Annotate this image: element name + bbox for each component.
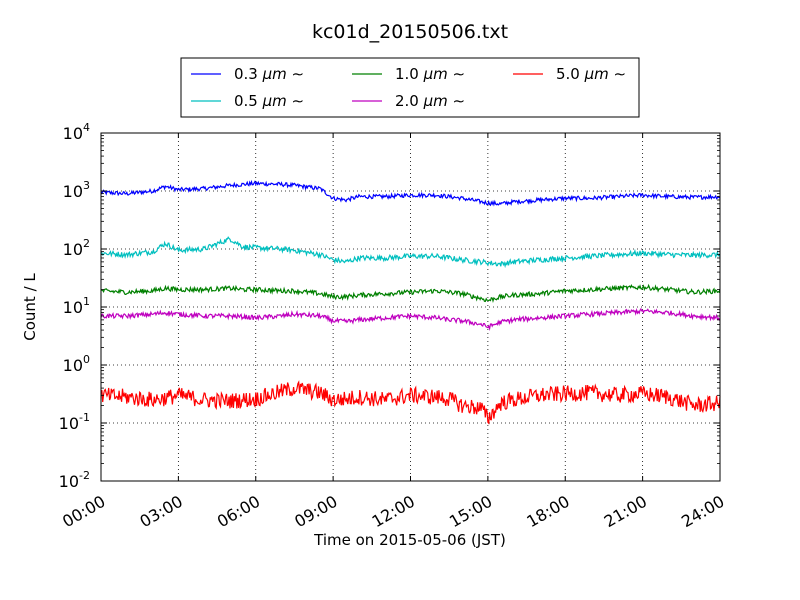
legend-item-5-0um: 5.0 μm ∼	[513, 65, 626, 83]
y-tick-label: 103	[63, 179, 90, 201]
legend-label: 0.3 μm ∼	[234, 65, 304, 83]
chart-title: kc01d_20150506.txt	[312, 21, 508, 43]
legend-item-0-5um: 0.5 μm ∼	[191, 92, 304, 110]
y-axis: 10-2 10-1 100 101 102 103 104	[59, 121, 720, 491]
series-line-1-0um	[100, 283, 721, 304]
series-line-2-0um	[100, 307, 721, 332]
legend-item-0-3um: 0.3 μm ∼	[191, 65, 304, 83]
legend-label: 0.5 μm ∼	[234, 92, 304, 110]
series-line-0-3um	[100, 179, 721, 207]
legend-box	[180, 57, 640, 118]
y-tick-label: 101	[63, 295, 90, 317]
legend-item-2-0um: 2.0 μm ∼	[352, 92, 465, 110]
legend-label: 5.0 μm ∼	[556, 65, 626, 83]
y-tick-label: 10-2	[59, 469, 90, 491]
plot-area	[101, 133, 720, 481]
series-group	[100, 179, 721, 425]
series-line-0-5um	[100, 236, 721, 269]
series-line-5-0um	[100, 380, 721, 425]
y-tick-label: 104	[63, 121, 90, 143]
legend-item-1-0um: 1.0 μm ∼	[352, 65, 465, 83]
y-tick-label: 100	[63, 353, 90, 375]
y-tick-label: 10-1	[59, 411, 90, 433]
y-tick-label: 102	[63, 237, 90, 259]
y-axis-label: Count / L	[21, 273, 39, 341]
legend-label: 1.0 μm ∼	[395, 65, 465, 83]
x-axis-label: Time on 2015-05-06 (JST)	[313, 531, 506, 549]
legend: 0.3 μm ∼ 0.5 μm ∼ 1.0 μm ∼ 2.0 μm ∼ 5.0 μm ∼	[180, 57, 640, 118]
legend-label: 2.0 μm ∼	[395, 92, 465, 110]
